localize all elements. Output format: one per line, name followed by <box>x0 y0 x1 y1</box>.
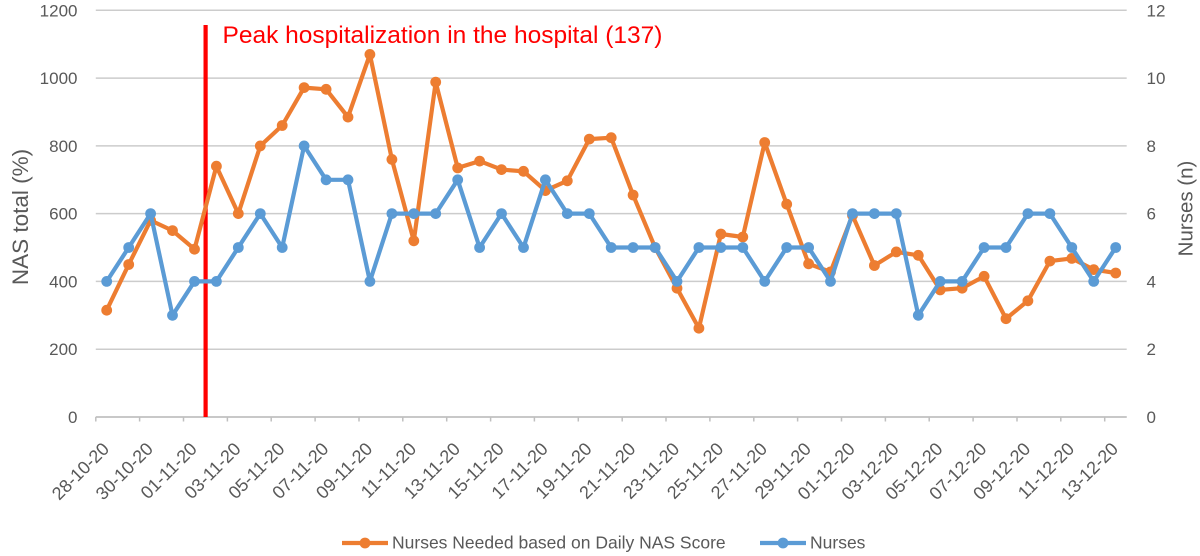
svg-text:2: 2 <box>1147 340 1156 359</box>
svg-text:Peak hospitalization in the ho: Peak hospitalization in the hospital (13… <box>223 22 663 49</box>
svg-text:600: 600 <box>49 205 77 224</box>
svg-text:0: 0 <box>68 408 77 427</box>
svg-text:10: 10 <box>1147 69 1166 88</box>
svg-text:1200: 1200 <box>40 1 78 20</box>
svg-text:4: 4 <box>1147 272 1156 291</box>
svg-text:400: 400 <box>49 272 77 291</box>
svg-text:6: 6 <box>1147 205 1156 224</box>
svg-text:200: 200 <box>49 340 77 359</box>
svg-text:Nurses Needed based on Daily N: Nurses Needed based on Daily NAS Score <box>392 533 726 553</box>
svg-text:800: 800 <box>49 137 77 156</box>
svg-text:1000: 1000 <box>40 69 78 88</box>
svg-text:Nurses (n): Nurses (n) <box>1175 161 1198 257</box>
svg-text:NAS total (%): NAS total (%) <box>8 149 33 285</box>
svg-text:0: 0 <box>1147 408 1156 427</box>
svg-text:8: 8 <box>1147 137 1156 156</box>
svg-text:12: 12 <box>1147 1 1166 20</box>
svg-text:Nurses: Nurses <box>810 533 866 553</box>
